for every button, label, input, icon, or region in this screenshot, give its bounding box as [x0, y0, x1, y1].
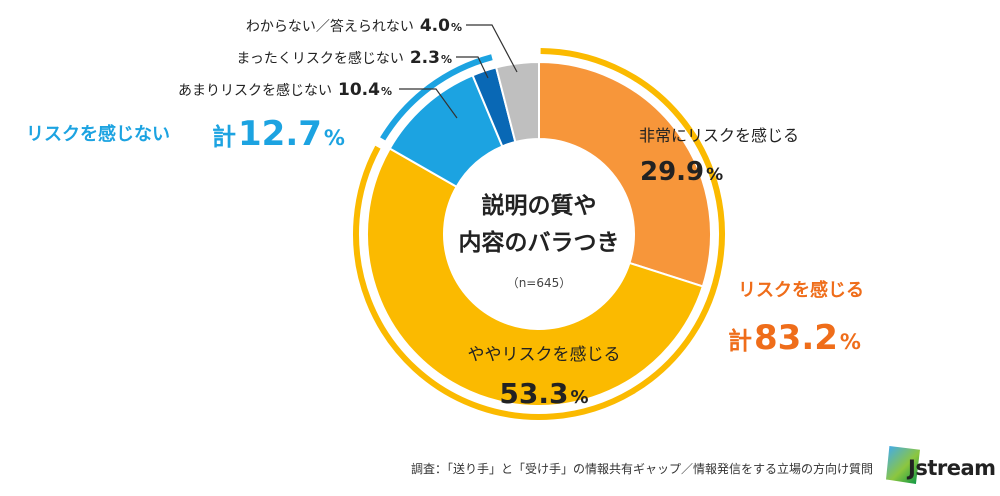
logo-text: Jstream [908, 456, 996, 480]
sample-size: （n=645） [507, 276, 572, 290]
center-title-line1: 説明の質や [482, 192, 597, 219]
group-total-risk: 計83.2% [728, 318, 861, 358]
leader-no-risk-at-all [456, 56, 489, 79]
leader-not-much-risk [399, 88, 458, 119]
slice-label-no-risk-at-all: まったくリスクを感じない 2.3% [236, 48, 452, 68]
slice-label-somewhat-risk: ややリスクを感じる [468, 345, 621, 365]
group-arc-no-risk [380, 54, 493, 141]
leader-lines [399, 24, 518, 119]
slice-value-very-risk: 29.9% [640, 157, 723, 187]
slice-somewhat-risk [366, 147, 705, 407]
leader-dont-know [466, 24, 518, 73]
group-label-no-risk: リスクを感じない [26, 123, 170, 145]
slice-very-risk [538, 60, 712, 288]
center-title-line2: 内容のバラつき [459, 229, 620, 256]
slice-value-somewhat-risk: 53.3% [499, 377, 588, 410]
group-total-no-risk: 計12.7% [212, 114, 345, 154]
donut-slices [366, 60, 712, 407]
group-label-risk: リスクを感じる [738, 279, 864, 301]
source-note: 調査：「送り手」と「受け手」の情報共有ギャップ／情報発信をする立場の方向け質問 [411, 461, 873, 476]
logo-mark-icon [886, 446, 920, 484]
slice-dont-know [494, 60, 540, 144]
slice-label-dont-know: わからない／答えられない 4.0% [246, 16, 462, 36]
slice-label-not-much-risk: あまりリスクを感じない 10.4% [178, 80, 392, 100]
group-arcs [353, 48, 725, 420]
group-arc-risk [353, 48, 725, 420]
jstream-logo: Jstream [886, 446, 996, 486]
slice-label-very-risk: 非常にリスクを感じる [639, 126, 799, 145]
